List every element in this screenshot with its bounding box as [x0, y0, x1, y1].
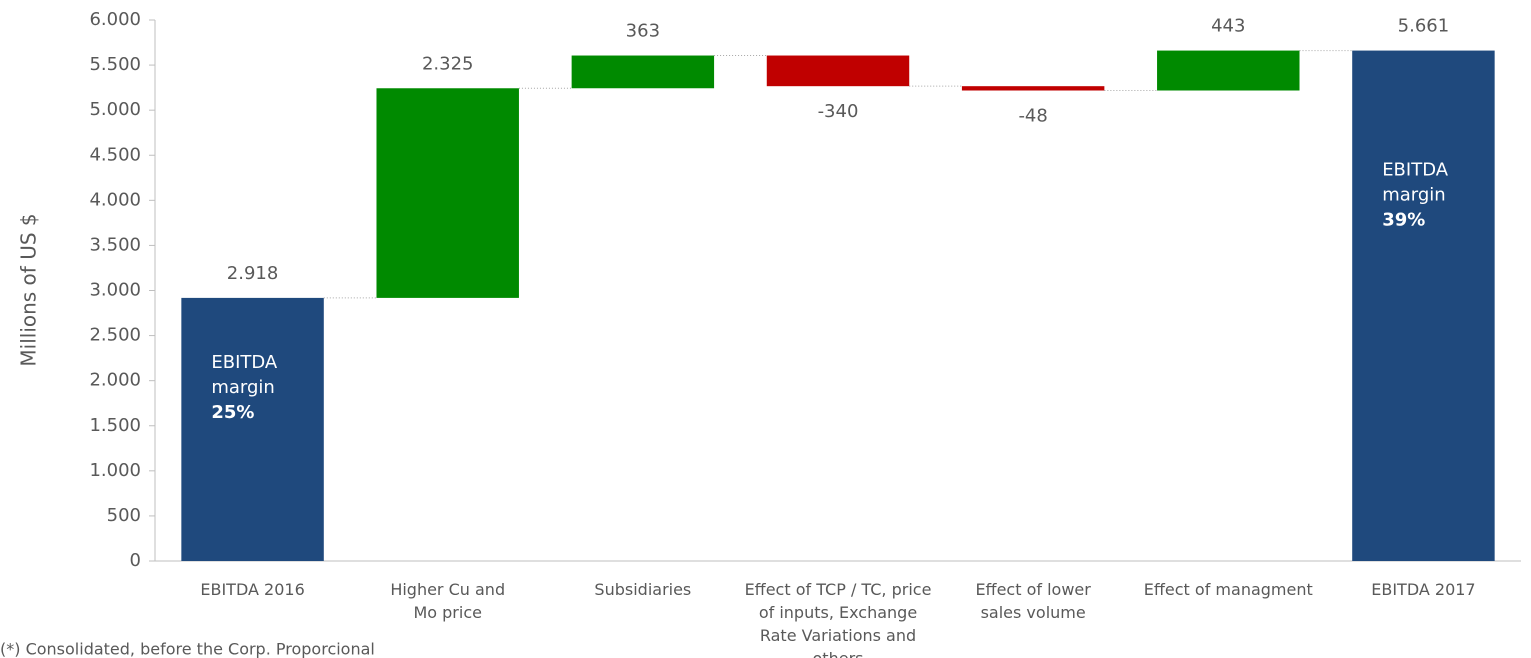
annotation-text: EBITDA: [211, 352, 278, 373]
x-tick-label: Effect of lower sales volume: [975, 580, 1091, 622]
value-label: 2.918: [227, 263, 279, 284]
y-tick-label: 3.000: [89, 280, 141, 301]
footnote: (*) Consolidated, before the Corp. Propo…: [0, 640, 375, 658]
value-label: 2.325: [422, 53, 474, 74]
y-tick-label: 1.500: [89, 415, 141, 436]
bar: [376, 88, 519, 298]
y-tick-label: 2.500: [89, 325, 141, 346]
x-tick-label: Effect of managment: [1143, 580, 1313, 599]
bar: [181, 297, 324, 561]
y-tick-label: 6.000: [89, 9, 141, 30]
annotation-text: margin: [1382, 185, 1445, 206]
y-tick-label: 5.500: [89, 54, 141, 75]
value-label: 5.661: [1398, 16, 1450, 37]
y-tick-label: 0: [130, 550, 141, 571]
y-tick-label: 2.000: [89, 370, 141, 391]
annotation: EBITDA margin: [1382, 160, 1449, 206]
value-label: -48: [1018, 106, 1047, 127]
bar: [1352, 50, 1495, 562]
bar: [1157, 50, 1300, 91]
annotation: EBITDA margin: [211, 352, 278, 398]
value-label: 443: [1211, 16, 1245, 37]
value-label: -340: [818, 101, 859, 122]
bar: [961, 86, 1105, 91]
y-tick-label: 5.000: [89, 99, 141, 120]
x-tick-label: EBITDA 2016: [200, 580, 305, 599]
y-tick-label: 3.500: [89, 234, 141, 255]
x-tick-label: Higher Cu and Mo price: [390, 580, 506, 622]
y-tick-label: 1.000: [89, 460, 141, 481]
x-tick-label: Effect of TCP / TC, price of inputs, Exc…: [744, 580, 932, 658]
annotation-text: margin: [211, 377, 274, 398]
y-tick-label: 4.000: [89, 189, 141, 210]
annotation-bold: 25%: [211, 402, 254, 423]
bar: [766, 55, 910, 87]
y-tick-label: 500: [107, 505, 141, 526]
annotation-bold: 39%: [1382, 210, 1425, 231]
x-tick-label: Subsidiaries: [594, 580, 692, 599]
y-tick-label: 4.500: [89, 144, 141, 165]
annotation-text: EBITDA: [1382, 160, 1449, 181]
y-axis-label: Millions of US $: [17, 213, 41, 366]
value-label: 363: [626, 21, 660, 42]
x-tick-label: EBITDA 2017: [1371, 580, 1476, 599]
bar: [571, 55, 715, 89]
